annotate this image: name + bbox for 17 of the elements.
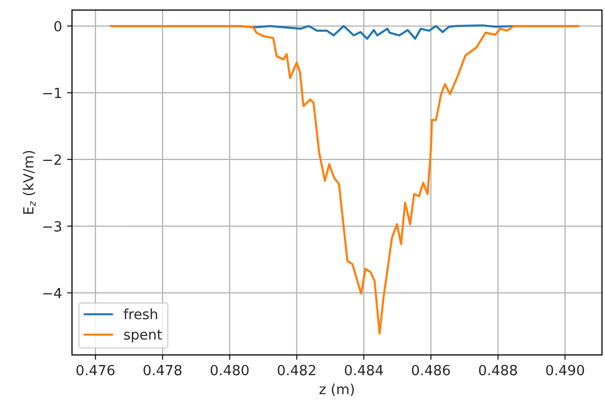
x-axis-title: z (m) bbox=[320, 384, 354, 396]
y-tick-label: −4 bbox=[43, 288, 62, 298]
x-tick-label: 0.482 bbox=[278, 364, 316, 376]
y-axis-title: E$_{z}$ (kV/m) bbox=[22, 150, 36, 214]
x-tick-label: 0.488 bbox=[479, 364, 517, 376]
x-tick-label: 0.486 bbox=[412, 364, 450, 376]
x-tick-label: 0.484 bbox=[344, 364, 383, 376]
y-tick-label: −1 bbox=[43, 88, 61, 98]
legend-label: fresh bbox=[124, 308, 158, 320]
x-tick-label: 0.480 bbox=[210, 364, 249, 376]
x-tick-label: 0.476 bbox=[76, 364, 114, 376]
y-tick-label: −2 bbox=[43, 154, 61, 165]
y-tick-label: −3 bbox=[43, 221, 62, 232]
legend-label: spent bbox=[124, 330, 162, 342]
x-tick-label: 0.478 bbox=[144, 364, 182, 376]
y-tick-label: 0 bbox=[54, 21, 62, 32]
x-tick-label: 0.490 bbox=[546, 364, 584, 376]
